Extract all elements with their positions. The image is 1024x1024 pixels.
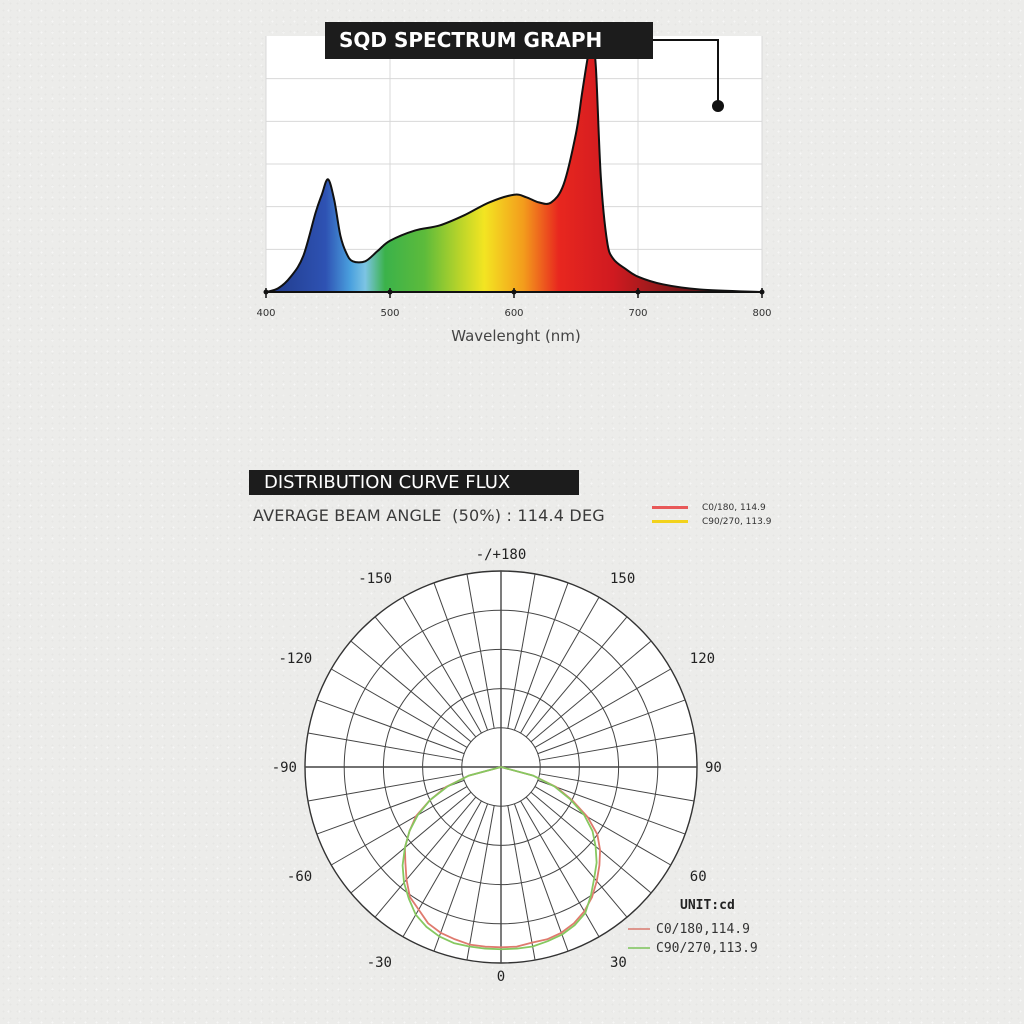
spectrum-tick-label-700: 700 [628, 308, 647, 319]
spectrum-tick-label-400: 400 [256, 308, 275, 319]
title-connector-line [650, 39, 719, 104]
spectrum-tick-label-600: 600 [504, 308, 523, 319]
legend-swatch-c0 [652, 506, 688, 509]
spectrum-tick-dot-600 [511, 289, 517, 295]
spectrum-x-ticks: 400 500 600 700 800 [256, 288, 772, 319]
spectrum-tick-dot-500 [387, 289, 393, 295]
distribution-title: DISTRIBUTION CURVE FLUX [249, 470, 579, 495]
legend-top-item-c90: C90/270, 113.9 [652, 517, 771, 527]
title-connector-dot [712, 100, 724, 112]
beam-angle-text: AVERAGE BEAM ANGLE (50%) : 114.4 DEG [253, 506, 605, 525]
legend-top-label-c90: C90/270, 113.9 [702, 517, 772, 527]
legend-top-item-c0: C0/180, 114.9 [652, 503, 766, 513]
spectrum-tick-label-500: 500 [380, 308, 399, 319]
legend-top-label-c0: C0/180, 114.9 [702, 503, 766, 513]
legend-swatch-c90 [652, 520, 688, 523]
spectrum-title: SQD SPECTRUM GRAPH [325, 22, 653, 59]
spectrum-tick-dot-400 [263, 289, 269, 295]
spectrum-tick-dot-800 [759, 289, 765, 295]
spectrum-tick-dot-700 [635, 289, 641, 295]
spectrum-x-axis-label: Wavelenght (nm) [451, 327, 581, 345]
spectrum-area [265, 42, 763, 293]
spectrum-tick-label-800: 800 [752, 308, 771, 319]
